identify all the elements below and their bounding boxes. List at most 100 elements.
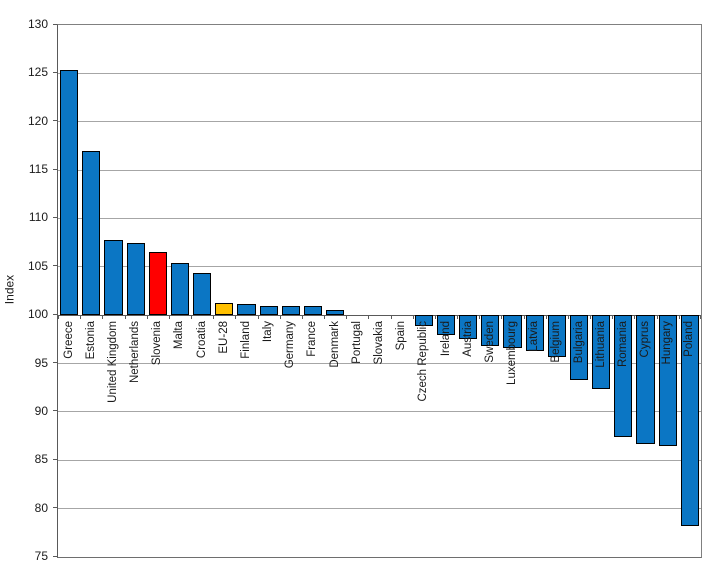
bar-netherlands <box>126 242 145 316</box>
x-axis-tick <box>301 315 303 320</box>
bar-luxembourg <box>503 315 522 349</box>
category-label-slovenia: Slovenia <box>151 321 164 366</box>
y-tick-mark <box>53 265 57 267</box>
bar-belgium <box>547 315 566 357</box>
bar-latvia <box>525 315 544 351</box>
gridline-95 <box>58 363 701 365</box>
category-label-estonia: Estonia <box>84 321 97 360</box>
x-axis-tick <box>124 315 126 320</box>
x-axis-tick <box>102 315 104 320</box>
y-tick-mark <box>53 362 57 364</box>
category-label-germany: Germany <box>284 321 297 369</box>
x-axis-tick <box>612 315 614 320</box>
gridline-80 <box>58 508 701 510</box>
bar-malta <box>170 262 190 316</box>
y-tick-label-75: 75 <box>34 549 48 563</box>
category-label-finland: Finland <box>239 321 252 359</box>
y-tick-mark <box>53 168 57 170</box>
bar-slovenia <box>148 252 167 316</box>
y-tick-label-85: 85 <box>34 452 48 467</box>
x-axis-tick <box>368 315 370 320</box>
category-label-bulgaria: Bulgaria <box>572 321 585 364</box>
gridline-90 <box>58 411 701 413</box>
x-axis-tick <box>58 315 59 320</box>
category-label-italy: Italy <box>262 321 275 343</box>
x-axis-tick <box>390 315 392 320</box>
category-label-latvia: Latvia <box>528 321 541 352</box>
x-axis-tick <box>501 315 503 320</box>
x-axis-tick <box>257 315 259 320</box>
category-label-croatia: Croatia <box>195 321 208 359</box>
bar-denmark <box>326 310 345 316</box>
x-axis-tick <box>457 315 459 320</box>
category-label-czech-republic: Czech Republic <box>417 321 430 402</box>
x-axis-tick <box>634 315 636 320</box>
y-tick-mark <box>53 120 57 122</box>
x-axis-tick <box>700 315 701 320</box>
category-label-romania: Romania <box>616 321 629 368</box>
plot-area: Greece Estonia United Kingdom Netherlands Sl… <box>57 24 702 558</box>
y-tick-mark <box>53 507 57 509</box>
x-axis-tick <box>279 315 281 320</box>
x-axis-tick <box>191 315 193 320</box>
category-label-slovakia: Slovakia <box>373 321 385 365</box>
category-label-malta: Malta <box>173 321 186 350</box>
bar-croatia <box>193 272 212 316</box>
y-tick-label-95: 95 <box>34 355 48 370</box>
bar-finland <box>237 303 256 316</box>
category-label-austria: Austria <box>461 321 474 357</box>
category-label-ireland: Ireland <box>439 321 452 357</box>
x-axis-tick <box>412 315 414 320</box>
bar-bulgaria <box>569 315 589 380</box>
x-axis-tick <box>235 315 237 320</box>
bar-romania <box>614 315 633 438</box>
category-label-eu-28: EU-28 <box>217 321 230 354</box>
category-label-netherlands: Netherlands <box>129 321 142 384</box>
x-axis-tick <box>324 315 326 320</box>
category-label-belgium: Belgium <box>550 321 563 363</box>
gridline-85 <box>58 459 701 461</box>
x-axis-tick <box>146 315 148 320</box>
category-label-luxembourg: Luxembourg <box>506 321 519 386</box>
y-tick-mark <box>53 458 57 460</box>
y-tick-label-110: 110 <box>28 210 48 225</box>
y-tick-mark <box>53 23 57 25</box>
x-axis-tick <box>678 315 680 320</box>
category-label-lithuania: Lithuania <box>594 321 607 368</box>
category-label-cyprus: Cyprus <box>639 321 652 358</box>
y-tick-label-80: 80 <box>34 500 48 515</box>
x-axis-tick <box>346 315 348 320</box>
x-axis-tick <box>213 315 215 320</box>
category-label-spain: Spain <box>395 321 408 351</box>
bar-hungary <box>658 315 677 446</box>
bar-united-kingdom <box>104 239 123 316</box>
y-tick-label-120: 120 <box>27 113 48 128</box>
category-label-france: France <box>306 321 319 357</box>
bar-germany <box>281 306 300 316</box>
bar-poland <box>680 315 699 527</box>
x-axis-line <box>58 314 701 316</box>
gridline-110 <box>58 217 701 219</box>
bar-ireland <box>436 315 456 336</box>
bar-estonia <box>82 150 101 316</box>
category-label-sweden: Sweden <box>483 321 496 363</box>
y-tick-label-130: 130 <box>27 17 48 31</box>
category-label-united-kingdom: United Kingdom <box>106 321 119 403</box>
x-axis-tick <box>590 315 592 320</box>
bar-france <box>303 306 323 316</box>
y-tick-mark <box>53 216 57 218</box>
y-tick-mark <box>53 555 57 557</box>
bar-greece <box>59 70 79 316</box>
gridline-125 <box>58 72 701 74</box>
y-tick-mark <box>53 313 57 315</box>
x-axis-tick <box>545 315 547 320</box>
bar-sweden <box>481 315 500 347</box>
category-label-denmark: Denmark <box>328 321 341 368</box>
bar-austria <box>459 315 478 340</box>
bar-cyprus <box>636 315 655 444</box>
y-tick-mark <box>53 71 57 73</box>
x-axis-tick <box>523 315 525 320</box>
y-tick-label-90: 90 <box>34 403 48 418</box>
category-label-portugal: Portugal <box>350 321 363 365</box>
